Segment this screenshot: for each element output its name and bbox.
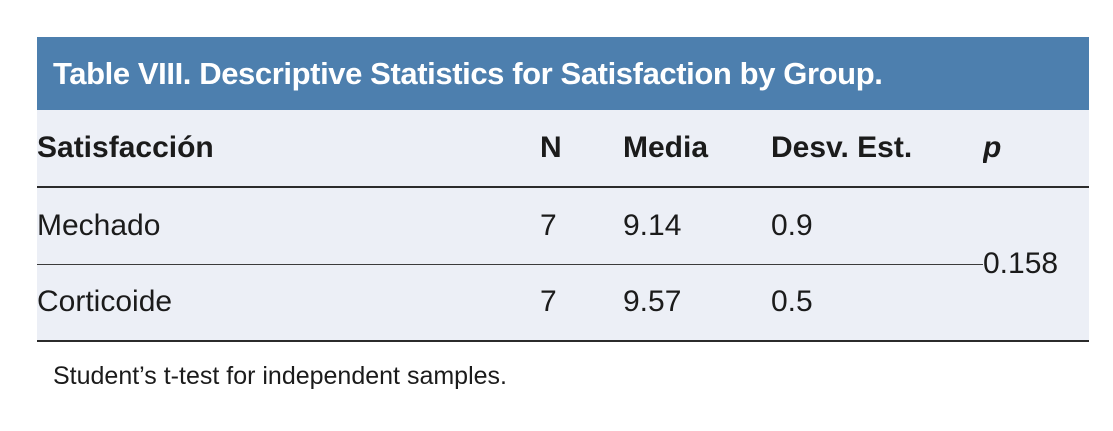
statistics-table-card: Table VIII. Descriptive Statistics for S… bbox=[37, 37, 1089, 391]
col-header-media: Media bbox=[623, 110, 771, 188]
cell-desv-est: 0.5 bbox=[771, 264, 983, 342]
col-header-satisfaccion: Satisfacción bbox=[37, 110, 540, 188]
p-value-cell: 0.158 bbox=[983, 187, 1089, 342]
table-header: Satisfacción N Media Desv. Est. p bbox=[37, 110, 1089, 188]
table-title-bar: Table VIII. Descriptive Statistics for S… bbox=[37, 37, 1089, 110]
cell-media: 9.57 bbox=[623, 264, 771, 342]
col-header-p: p bbox=[983, 110, 1089, 188]
cell-n: 7 bbox=[540, 187, 623, 265]
cell-group-name: Mechado bbox=[37, 187, 540, 265]
col-header-n: N bbox=[540, 110, 623, 188]
table-row-mechado: Mechado 7 9.14 0.9 0.158 bbox=[37, 187, 1089, 342]
cell-n: 7 bbox=[540, 264, 623, 342]
descriptive-statistics-table: Satisfacción N Media Desv. Est. p Mechad… bbox=[37, 110, 1089, 342]
table-footnote: Student’s t-test for independent samples… bbox=[53, 362, 507, 390]
table-body: Mechado 7 9.14 0.9 0.158 Corticoide 7 9.… bbox=[37, 187, 1089, 342]
table-title: Table VIII. Descriptive Statistics for S… bbox=[53, 55, 883, 91]
col-header-desv-est: Desv. Est. bbox=[771, 110, 983, 188]
header-row: Satisfacción N Media Desv. Est. p bbox=[37, 110, 1089, 188]
cell-desv-est: 0.9 bbox=[771, 187, 983, 265]
cell-media: 9.14 bbox=[623, 187, 771, 265]
table-row-corticoide: Corticoide 7 9.57 0.5 bbox=[37, 264, 1089, 342]
cell-group-name: Corticoide bbox=[37, 264, 540, 342]
